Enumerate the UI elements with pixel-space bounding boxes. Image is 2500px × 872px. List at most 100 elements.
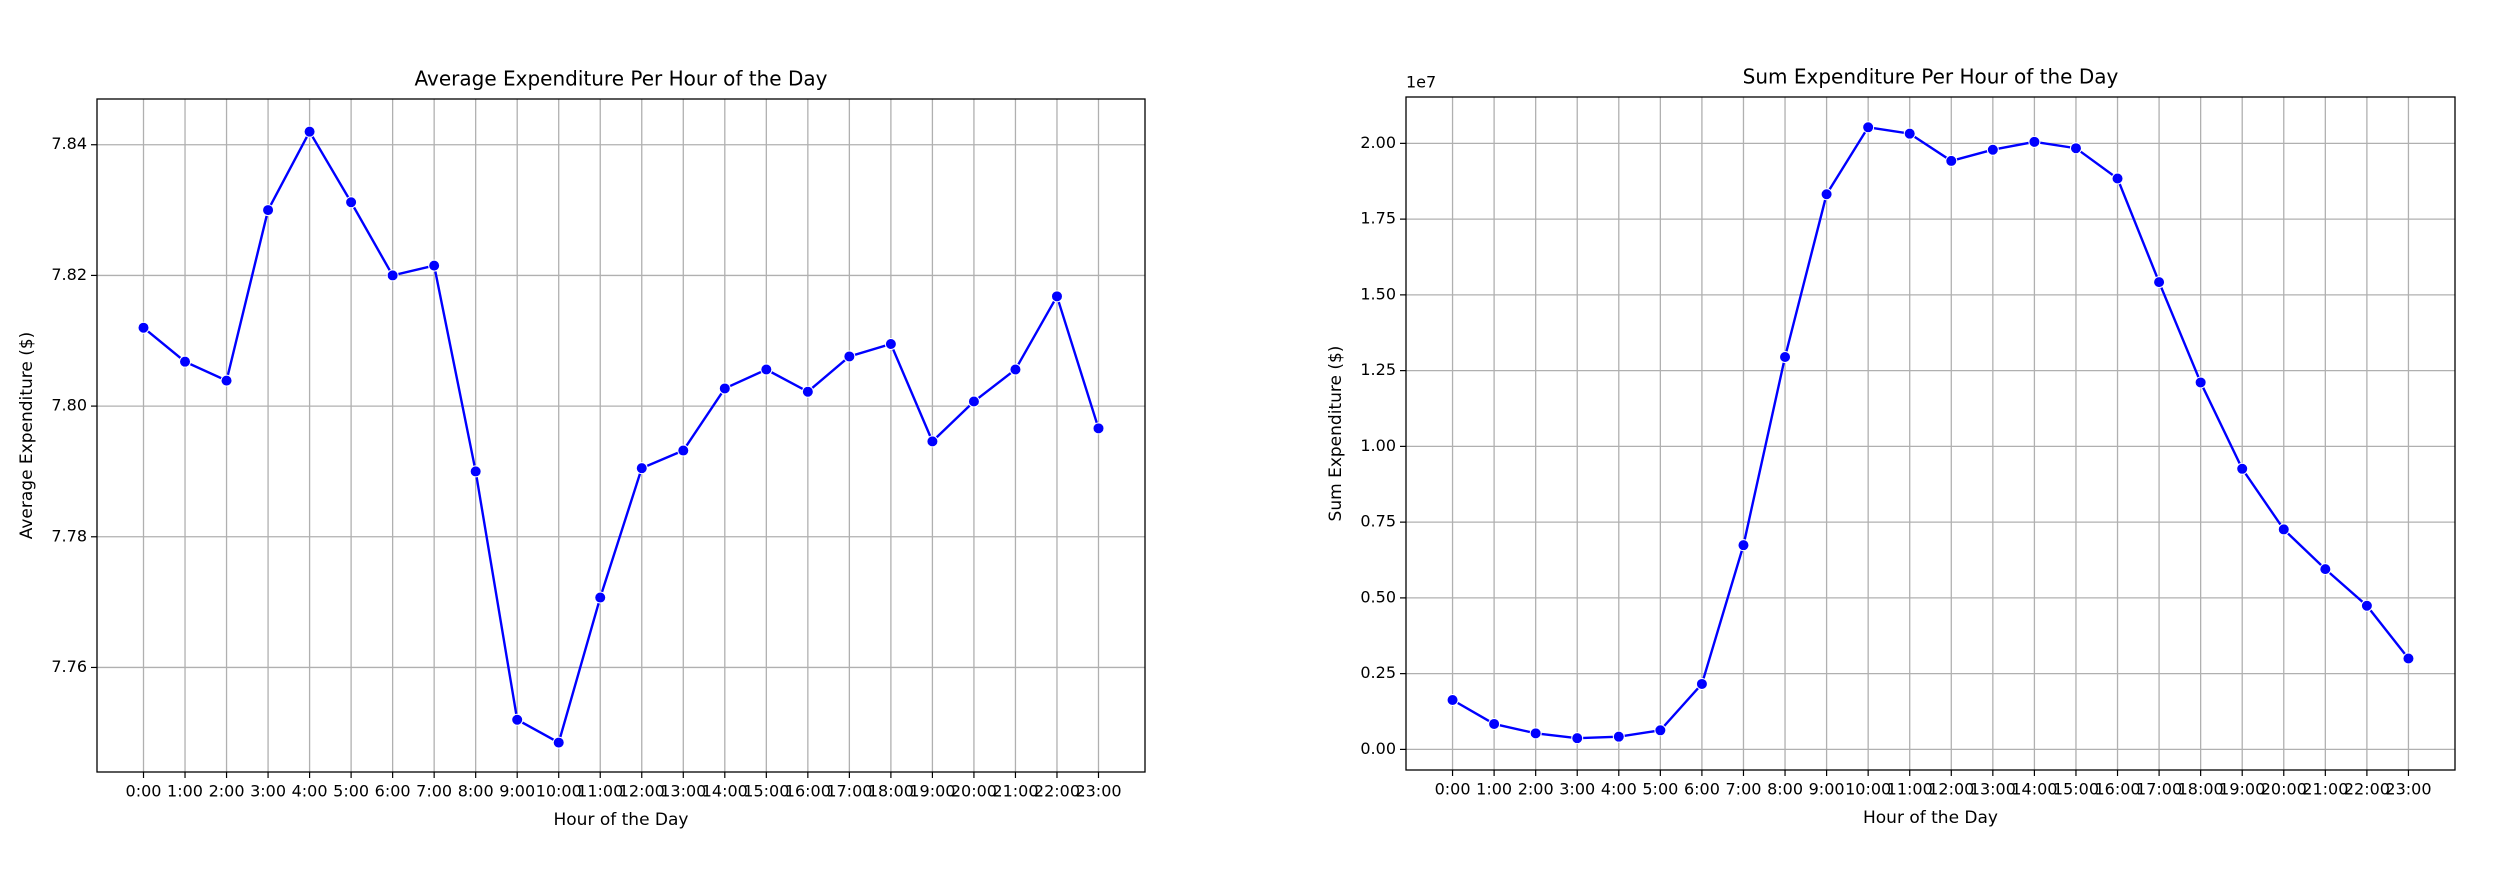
data-point [1571, 732, 1584, 745]
y-tick-label: 0.25 [1360, 663, 1396, 682]
x-tick-label: 14:00 [702, 782, 748, 801]
y-tick-label: 7.78 [51, 526, 87, 545]
data-point [179, 355, 192, 368]
data-point [1612, 730, 1625, 743]
y-tick-label: 7.80 [51, 396, 87, 415]
x-tick-label: 21:00 [992, 782, 1038, 801]
data-point [1446, 694, 1459, 707]
x-tick-label: 15:00 [743, 782, 789, 801]
y-tick-label: 2.00 [1360, 133, 1396, 152]
x-tick-label: 16:00 [785, 782, 831, 801]
y-tick-label: 0.00 [1360, 739, 1396, 758]
data-point [926, 435, 939, 448]
data-point [1529, 727, 1542, 740]
y-tick-label: 1.50 [1360, 284, 1396, 303]
data-point [1862, 121, 1875, 134]
y-tick-label: 1.00 [1360, 436, 1396, 455]
data-point [967, 395, 980, 408]
data-point [2111, 172, 2124, 185]
x-tick-label: 2:00 [1518, 780, 1554, 799]
data-point [345, 196, 358, 209]
x-tick-label: 6:00 [1684, 780, 1720, 799]
x-tick-label: 8:00 [1767, 780, 1803, 799]
data-point [303, 125, 316, 138]
data-point [2194, 376, 2207, 389]
data-point [2153, 276, 2166, 289]
x-tick-label: 3:00 [250, 782, 286, 801]
plot-frame [96, 98, 1146, 773]
x-tick-label: 2:00 [209, 782, 245, 801]
data-point [1820, 188, 1833, 201]
x-tick-label: 13:00 [1970, 780, 2016, 799]
x-tick-label: 19:00 [2219, 780, 2265, 799]
plot-frame [1405, 96, 2456, 771]
data-point [884, 338, 897, 351]
x-tick-label: 0:00 [1435, 780, 1471, 799]
x-tick-label: 3:00 [1559, 780, 1595, 799]
x-tick-label: 11:00 [1887, 780, 1933, 799]
x-tick-label: 16:00 [2094, 780, 2140, 799]
y-tick-label: 7.82 [51, 265, 87, 284]
data-point [594, 591, 607, 604]
chart-title: Average Expenditure Per Hour of the Day [415, 67, 828, 91]
x-tick-label: 14:00 [2011, 780, 2057, 799]
data-point [2277, 523, 2290, 536]
chart-title: Sum Expenditure Per Hour of the Day [1743, 65, 2119, 89]
x-tick-label: 17:00 [2136, 780, 2182, 799]
chart-panel: 7.76 7.78 7.80 7.82 7.84 0:00 1:00 2:00 3:00 4:00… [17, 67, 1146, 830]
x-tick-label: 12:00 [1928, 780, 1974, 799]
data-point [760, 363, 773, 376]
x-tick-label: 10:00 [536, 782, 582, 801]
data-point [2069, 142, 2082, 155]
x-tick-label: 0:00 [126, 782, 162, 801]
data-point [511, 713, 524, 726]
y-tick-label: 0.50 [1360, 587, 1396, 606]
y-axis-label: Average Expenditure ($) [17, 332, 37, 540]
x-tick-label: 18:00 [868, 782, 914, 801]
data-point [1654, 724, 1667, 737]
x-tick-label: 10:00 [1845, 780, 1891, 799]
x-tick-label: 11:00 [577, 782, 623, 801]
x-tick-label: 15:00 [2053, 780, 2099, 799]
y-tick-label: 7.84 [51, 134, 87, 153]
data-point [386, 269, 399, 282]
data-point [552, 736, 565, 749]
x-tick-label: 21:00 [2302, 780, 2348, 799]
data-point [1092, 422, 1105, 435]
y-tick-label: 0.75 [1360, 512, 1396, 531]
data-point [2360, 599, 2373, 612]
data-point [718, 382, 731, 395]
y-axis-label: Sum Expenditure ($) [1326, 346, 1346, 522]
x-tick-label: 5:00 [1642, 780, 1678, 799]
x-tick-label: 1:00 [1476, 780, 1512, 799]
x-tick-label: 8:00 [458, 782, 494, 801]
x-tick-label: 9:00 [1809, 780, 1845, 799]
x-tick-label: 17:00 [826, 782, 872, 801]
data-point [1488, 717, 1501, 730]
x-tick-label: 7:00 [416, 782, 452, 801]
data-point [2319, 563, 2332, 576]
data-point [428, 259, 441, 272]
data-point [1986, 143, 1999, 156]
data-point [2028, 135, 2041, 148]
data-point [1945, 154, 1958, 167]
axis-offset-label: 1e7 [1406, 73, 1436, 92]
data-point [2402, 652, 2415, 665]
data-point [801, 385, 814, 398]
x-tick-label: 7:00 [1726, 780, 1762, 799]
data-point [635, 462, 648, 475]
x-tick-label: 20:00 [2261, 780, 2307, 799]
data-point [137, 321, 150, 334]
data-line [1451, 125, 2410, 740]
x-tick-label: 22:00 [2344, 780, 2390, 799]
data-point [843, 350, 856, 363]
x-tick-label: 22:00 [1034, 782, 1080, 801]
data-point [1009, 363, 1022, 376]
x-tick-label: 4:00 [1601, 780, 1637, 799]
y-tick-label: 1.75 [1360, 209, 1396, 228]
x-tick-label: 13:00 [660, 782, 706, 801]
x-tick-label: 5:00 [333, 782, 369, 801]
x-tick-label: 23:00 [1075, 782, 1121, 801]
data-point [1737, 539, 1750, 552]
